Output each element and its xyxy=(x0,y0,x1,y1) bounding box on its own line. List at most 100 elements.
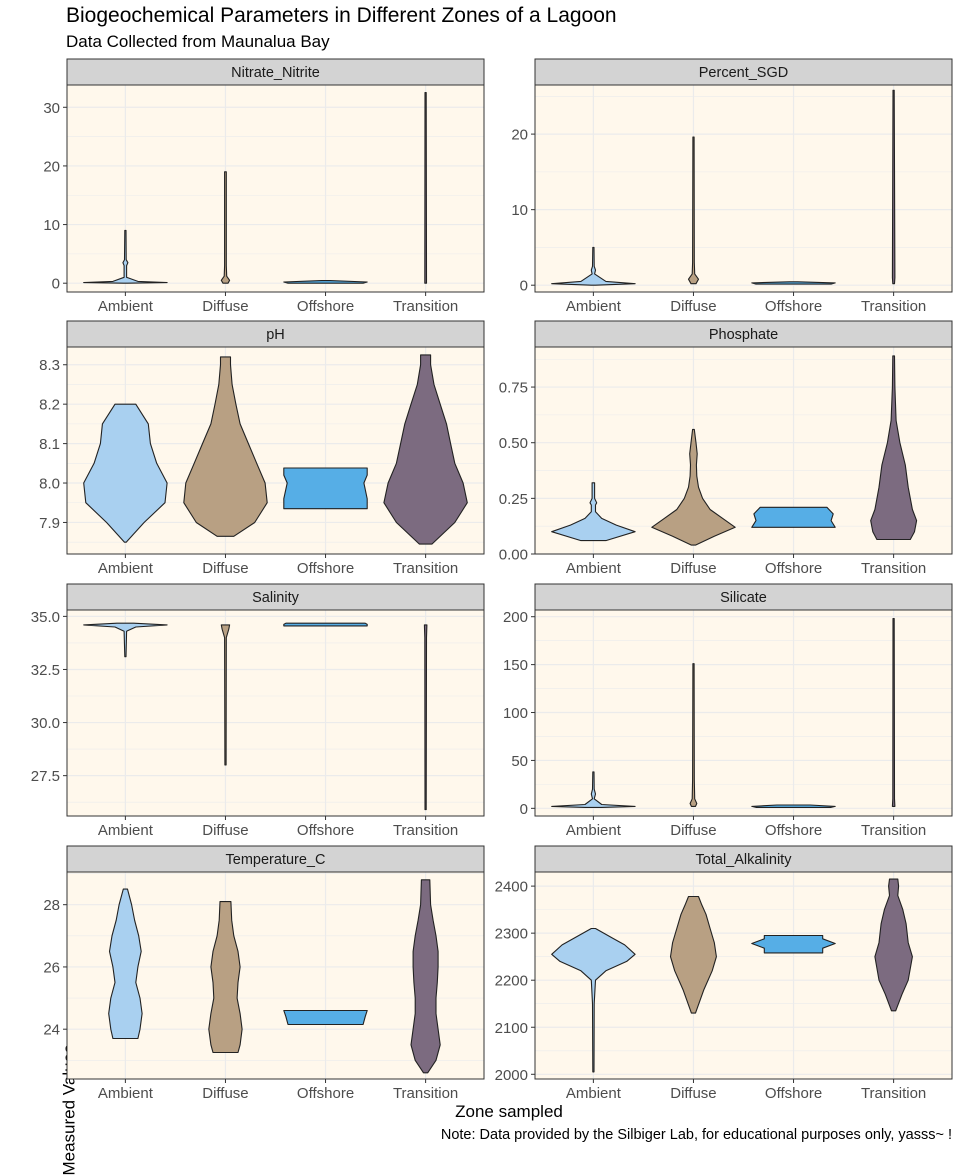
chart-title: Biogeochemical Parameters in Different Z… xyxy=(66,4,617,27)
y-tick-label: 0.00 xyxy=(499,547,528,564)
panel-border xyxy=(534,609,953,817)
panel-border xyxy=(534,84,953,293)
x-tick-label: Offshore xyxy=(297,560,354,577)
x-tick-label: Offshore xyxy=(765,822,822,839)
facet-strip xyxy=(534,320,953,348)
y-tick-label: 0.75 xyxy=(499,380,528,397)
panel-border xyxy=(66,84,485,293)
x-tick-label: Ambient xyxy=(98,560,154,577)
violin-ambient xyxy=(83,622,168,658)
violin-offshore xyxy=(751,804,836,808)
x-tick-label: Offshore xyxy=(297,822,354,839)
x-tick-label: Diffuse xyxy=(202,822,248,839)
violin-offshore xyxy=(283,467,368,510)
y-tick-label: 2200 xyxy=(495,973,528,990)
y-tick-label: 150 xyxy=(503,657,528,674)
y-tick-label: 30.0 xyxy=(31,715,60,732)
x-tick-label: Diffuse xyxy=(670,560,716,577)
facet-Percent_SGD: Percent_SGD 0 10 20 Ambient Diffuse Offshore Tr… xyxy=(511,58,953,315)
y-tick-label: 0.50 xyxy=(499,435,528,452)
violin-ambient xyxy=(551,246,636,286)
x-tick-label: Offshore xyxy=(297,1085,354,1102)
y-tick-label: 2000 xyxy=(495,1067,528,1084)
x-tick-label: Ambient xyxy=(566,560,622,577)
facet-strip xyxy=(534,58,953,86)
y-tick-label: 0.25 xyxy=(499,491,528,508)
violin-transition xyxy=(383,354,468,545)
x-tick-label: Diffuse xyxy=(670,1085,716,1102)
facet-strip-label: pH xyxy=(266,327,285,343)
violin-transition xyxy=(891,618,896,807)
x-tick-label: Diffuse xyxy=(670,822,716,839)
x-axis-title: Zone sampled xyxy=(455,1102,563,1121)
violin-offshore xyxy=(283,1009,368,1026)
y-tick-label: 2100 xyxy=(495,1020,528,1037)
x-tick-label: Transition xyxy=(861,560,926,577)
x-tick-label: Ambient xyxy=(98,822,154,839)
violin-transition xyxy=(424,92,428,284)
panel-border xyxy=(66,346,485,555)
y-tick-label: 2400 xyxy=(495,879,528,896)
y-tick-label: 26 xyxy=(43,959,60,976)
x-tick-label: Diffuse xyxy=(670,298,716,315)
violin-ambient xyxy=(551,482,636,542)
violin-transition xyxy=(874,878,913,1012)
violin-diffuse xyxy=(183,356,268,537)
y-tick-label: 28 xyxy=(43,897,60,914)
y-tick-label: 24 xyxy=(43,1022,60,1039)
x-tick-label: Diffuse xyxy=(202,560,248,577)
y-tick-label: 32.5 xyxy=(31,662,60,679)
x-tick-label: Offshore xyxy=(765,1085,822,1102)
x-tick-label: Offshore xyxy=(765,560,822,577)
x-tick-label: Transition xyxy=(393,298,458,315)
facet-Phosphate: Phosphate 0.00 0.25 0.50 0.75 Ambient Diffuse O… xyxy=(499,320,953,577)
y-tick-label: 0 xyxy=(52,276,60,293)
x-tick-label: Transition xyxy=(861,298,926,315)
y-tick-label: 7.9 xyxy=(39,515,60,532)
y-tick-label: 200 xyxy=(503,609,528,626)
facet-strip-label: Silicate xyxy=(720,590,767,606)
violin-diffuse xyxy=(220,624,231,766)
y-tick-label: 2300 xyxy=(495,926,528,943)
violin-ambient xyxy=(108,888,143,1040)
facet-strip-label: Phosphate xyxy=(709,327,778,343)
x-tick-label: Ambient xyxy=(98,298,154,315)
violin-transition xyxy=(410,879,441,1074)
x-tick-label: Ambient xyxy=(566,1085,622,1102)
panel-border xyxy=(534,871,953,1080)
y-tick-label: 8.3 xyxy=(39,357,60,374)
x-tick-label: Transition xyxy=(861,822,926,839)
y-tick-label: 100 xyxy=(503,705,528,722)
x-tick-label: Diffuse xyxy=(202,298,248,315)
facet-strip xyxy=(534,845,953,873)
facet-strip xyxy=(66,320,485,348)
y-tick-label: 20 xyxy=(511,127,528,144)
facet-Total_Alkalinity: Total_Alkalinity 2000 2100 2200 2300 2400 Ambi… xyxy=(495,845,953,1102)
panel-background xyxy=(535,85,952,292)
violin-diffuse xyxy=(687,136,700,285)
x-tick-label: Offshore xyxy=(765,298,822,315)
y-tick-label: 20 xyxy=(43,158,60,175)
chart-subtitle: Data Collected from Maunalua Bay xyxy=(66,32,330,51)
y-tick-label: 30 xyxy=(43,100,60,117)
violin-offshore xyxy=(283,622,368,627)
facet-strip xyxy=(534,583,953,611)
y-tick-label: 27.5 xyxy=(31,768,60,785)
violin-ambient xyxy=(551,927,636,1073)
violin-offshore xyxy=(751,934,836,954)
y-tick-label: 8.0 xyxy=(39,476,60,493)
facet-Temperature_C: Temperature_C 24 26 28 Ambient Diffuse Offshor… xyxy=(43,845,485,1102)
violin-diffuse xyxy=(208,901,243,1054)
x-tick-label: Transition xyxy=(861,1085,926,1102)
facet-strip-label: Percent_SGD xyxy=(699,65,788,81)
facet-strip-label: Nitrate_Nitrite xyxy=(231,65,320,81)
facet-Silicate: Silicate 0 50 100 150 200 Ambient Diffuse Offsho… xyxy=(503,583,953,839)
x-tick-label: Transition xyxy=(393,560,458,577)
violin-diffuse xyxy=(689,663,698,807)
x-tick-label: Transition xyxy=(393,1085,458,1102)
y-tick-label: 0 xyxy=(520,801,528,818)
panel-border xyxy=(66,871,485,1080)
violin-offshore xyxy=(751,281,836,285)
y-tick-label: 8.1 xyxy=(39,436,60,453)
facet-pH: pH 7.9 8.0 8.1 8.2 8.3 Ambient Diffuse Offshore T… xyxy=(39,320,485,577)
